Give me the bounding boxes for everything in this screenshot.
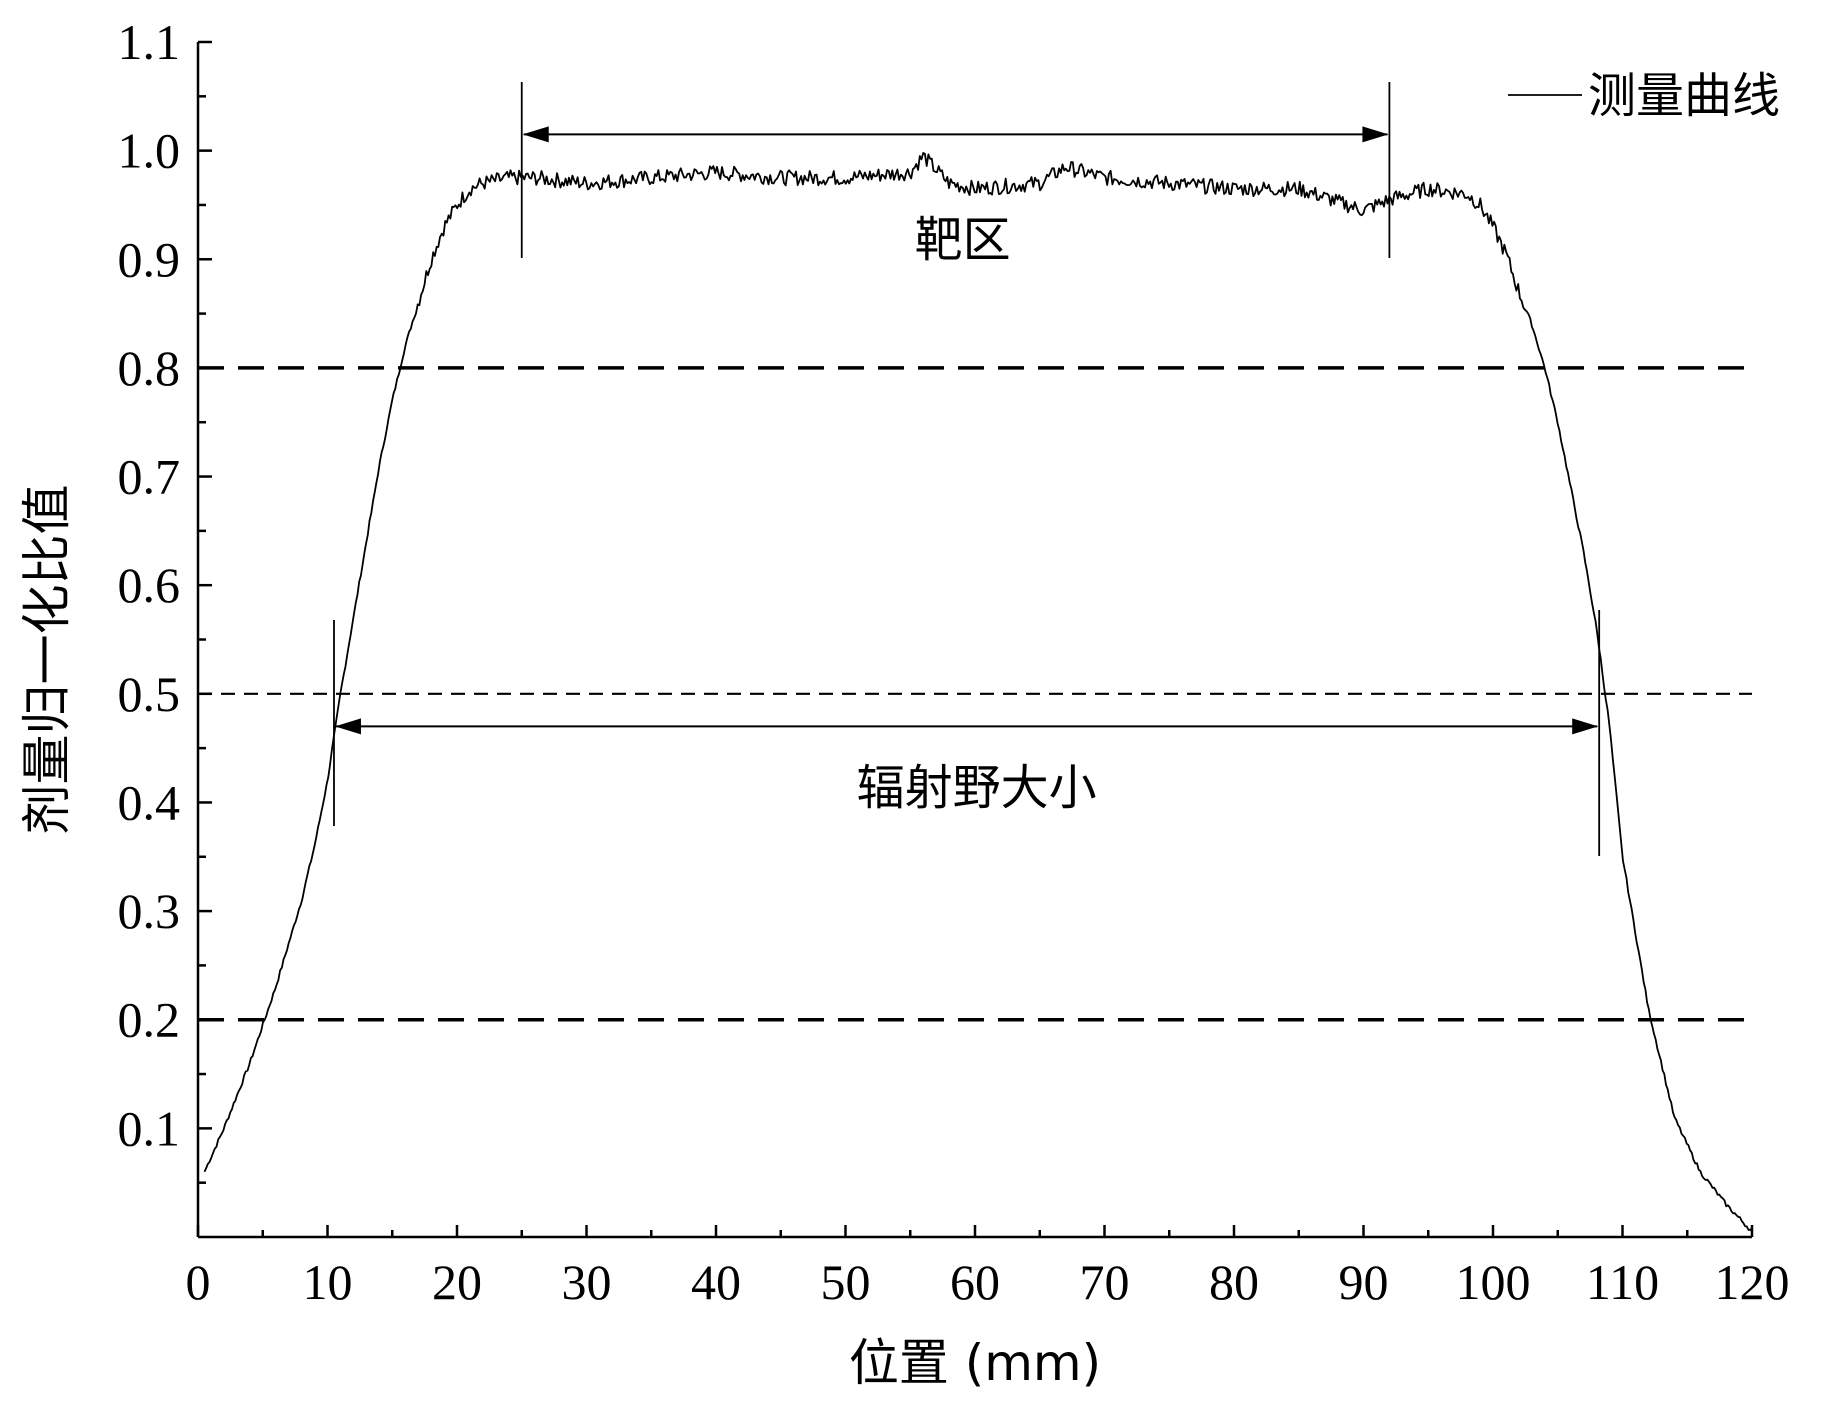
x-tick-label: 40 [691, 1254, 741, 1310]
arrowhead [522, 126, 549, 143]
y-tick-label: 0.4 [118, 774, 181, 830]
x-tick-label: 20 [432, 1254, 482, 1310]
x-tick-label: 30 [562, 1254, 612, 1310]
x-axis-title: 位置 (mm) [849, 1334, 1101, 1392]
y-tick-label: 0.8 [118, 340, 181, 396]
legend-entry-measured-curve: 测量曲线 [1588, 68, 1780, 124]
arrowhead [1362, 126, 1389, 143]
y-tick-label: 0.7 [118, 449, 181, 505]
series-line-measured-curve [203, 152, 1753, 1233]
x-tick-label: 60 [950, 1254, 1000, 1310]
y-ticks: 0.1 0.2 0.3 0.4 0.5 0.6 0.7 0.8 0.9 1.0 1.1 [118, 14, 212, 1184]
y-tick-label: 0.6 [118, 557, 181, 613]
y-tick-label: 0.5 [118, 666, 181, 722]
y-tick-label: 0.1 [118, 1100, 181, 1156]
x-tick-label: 0 [186, 1254, 211, 1310]
y-tick-label: 0.2 [118, 992, 181, 1048]
x-tick-label: 110 [1586, 1254, 1659, 1310]
field-size-label: 辐射野大小 [857, 760, 1097, 816]
y-axis-title: 剂量归一化比值 [18, 485, 76, 835]
arrowhead [1572, 718, 1599, 735]
x-ticks: 0 10 20 30 40 50 60 70 80 90 100 110 120 [186, 1225, 1790, 1310]
x-tick-label: 90 [1339, 1254, 1389, 1310]
x-tick-label: 100 [1456, 1254, 1531, 1310]
x-tick-label: 50 [821, 1254, 871, 1310]
series-group [203, 152, 1753, 1233]
y-tick-label: 0.3 [118, 883, 181, 939]
arrowhead [334, 718, 361, 735]
x-tick-label: 70 [1080, 1254, 1130, 1310]
reference-lines [198, 366, 1752, 1022]
y-tick-label: 1.0 [118, 123, 181, 179]
legend: 测量曲线 [1508, 68, 1780, 124]
x-tick-label: 10 [303, 1254, 353, 1310]
x-tick-label: 80 [1209, 1254, 1259, 1310]
y-tick-label: 0.9 [118, 231, 181, 287]
target-region-label: 靶区 [915, 212, 1011, 268]
y-tick-label: 1.1 [118, 14, 181, 70]
x-tick-label: 120 [1715, 1254, 1790, 1310]
